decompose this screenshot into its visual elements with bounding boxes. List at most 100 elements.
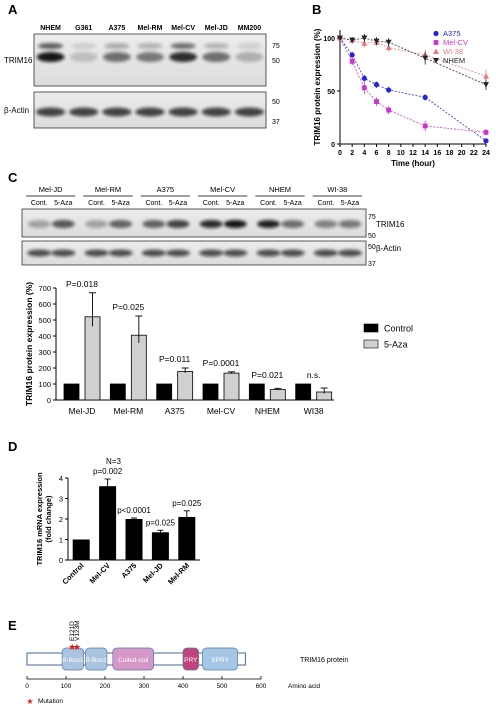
lane-label: MM200 xyxy=(238,25,261,32)
panel-c-blot-labels: Mel-JD Cont. 5-Aza Mel-RM Cont. 5-Aza A375 Cont… xyxy=(26,185,362,207)
blot-c-marker-50: 50 xyxy=(368,233,376,240)
bar-control xyxy=(248,383,265,401)
panel-d-note: N=3 xyxy=(106,457,121,466)
y-tick-label: 1 xyxy=(59,536,63,545)
panel-a-bands xyxy=(35,43,265,117)
blot-band xyxy=(136,52,164,62)
bar-5aza xyxy=(177,371,194,401)
series-line-a375 xyxy=(339,37,487,142)
x-tick-label: 4 xyxy=(362,150,366,157)
data-point xyxy=(483,138,489,144)
legend-label: Mel-CV xyxy=(443,38,468,47)
blot-band xyxy=(166,220,190,228)
blot-band xyxy=(236,43,263,49)
x-tick-label: 16 xyxy=(433,150,441,157)
data-point xyxy=(422,123,428,129)
bar-mrna xyxy=(72,539,90,560)
y-tick-label: 0 xyxy=(331,142,335,149)
data-point xyxy=(349,58,355,64)
y-tick-label: 2 xyxy=(59,515,63,524)
lane-label: Cont. xyxy=(203,200,220,207)
y-tick-label: 300 xyxy=(38,348,51,357)
mutation-legend-label: Mutation xyxy=(38,698,63,705)
lane-label: Mel-RM xyxy=(138,25,163,32)
lane-label: 5-Aza xyxy=(111,200,129,207)
mutation-label: E121D xyxy=(69,621,76,641)
blot-a-marker-75: 75 xyxy=(272,43,280,50)
data-point xyxy=(433,30,439,37)
p-value-label: P=0.0001 xyxy=(203,358,240,368)
aa-tick-label: 0 xyxy=(25,683,29,690)
data-point xyxy=(361,40,368,46)
group-label: Mel-RM xyxy=(95,185,121,194)
y-tick-label: 100 xyxy=(323,36,335,43)
blot-band xyxy=(199,249,224,257)
ylabel-line: (fold change) xyxy=(44,495,53,543)
x-tick-label: Mel-RM xyxy=(113,406,143,416)
blot-band xyxy=(141,249,166,257)
bar-control xyxy=(109,383,126,401)
domain-b-box1 xyxy=(61,647,84,671)
y-tick-label: 0 xyxy=(59,556,63,565)
x-tick-label: Mel-JD xyxy=(141,561,165,585)
x-tick-label: NHEM xyxy=(255,406,280,416)
y-tick-label: 0 xyxy=(47,396,51,405)
blot-c-actin xyxy=(21,240,367,266)
aa-tick-label: 600 xyxy=(256,683,267,690)
p-value-label: n.s. xyxy=(307,370,321,380)
blot-band xyxy=(142,220,166,228)
panel-a: A NHEM G361 A375 Mel-RM Mel-CV Mel-JD MM200 TR… xyxy=(4,2,280,129)
chart-c: 0 100 200 300 400 500 600 700 P=0.018 Mel-JD P=0.0… xyxy=(38,279,334,416)
data-point xyxy=(373,38,380,45)
domain-b-box2 xyxy=(85,647,108,671)
domain-label: B-Box1 xyxy=(62,657,84,664)
panel-a-letter: A xyxy=(8,2,18,17)
blot-band xyxy=(84,249,109,257)
blot-band xyxy=(201,107,231,117)
p-value-label: p=0.025 xyxy=(146,518,176,527)
domain-label: SPRY xyxy=(211,657,229,664)
data-point xyxy=(386,87,392,93)
data-point xyxy=(385,44,392,51)
bar-control xyxy=(202,383,219,401)
lane-label: Cont. xyxy=(88,200,105,207)
lane-label: 5-Aza xyxy=(226,200,244,207)
x-tick-label: 14 xyxy=(421,150,429,157)
blot-c-actin-label: β-Actin xyxy=(376,244,401,253)
protein-domain-diagram: B-Box1 B-Box2 Coiled-coil PRY SPRY★E121D★V12… xyxy=(25,620,348,706)
y-tick-label: 600 xyxy=(38,300,51,309)
panel-d: D N=3 0 1 2 3 4 Control p=0.002 Mel-CV p<0.0001 A… xyxy=(8,439,202,586)
data-point xyxy=(433,48,439,54)
blot-c-trim16-label: TRIM16 xyxy=(376,220,405,229)
blot-band xyxy=(168,107,198,117)
blot-a-marker-37: 37 xyxy=(272,119,280,126)
domain-label: PRY xyxy=(184,657,198,664)
blot-band xyxy=(36,52,65,62)
lane-label: Mel-CV xyxy=(171,25,195,32)
x-tick-label: 8 xyxy=(387,150,391,157)
x-tick-label: 12 xyxy=(409,150,417,157)
blot-band xyxy=(223,220,247,228)
y-tick-label: 4 xyxy=(59,474,63,483)
x-tick-label: 6 xyxy=(375,150,379,157)
blot-band xyxy=(281,220,305,228)
legend-label: WI-38 xyxy=(443,47,463,56)
chart-b-ylabel: TRIM16 protein expression (%) xyxy=(313,28,322,145)
chart-c-legend: Control 5-Aza xyxy=(363,324,413,350)
blot-band xyxy=(51,220,75,228)
x-tick-label: Mel-CV xyxy=(88,561,112,585)
lane-label: NHEM xyxy=(40,25,61,32)
x-tick-label: 20 xyxy=(458,150,466,157)
x-tick-label: 18 xyxy=(446,150,454,157)
x-tick-label: WI38 xyxy=(304,406,324,416)
chart-d: 0 1 2 3 4 Control p=0.002 Mel-CV p<0.0001 A375 p=0… xyxy=(59,467,202,586)
p-value-label: P=0.011 xyxy=(159,354,191,364)
blot-band xyxy=(169,52,198,62)
bar-mrna xyxy=(151,532,169,560)
data-point xyxy=(433,58,439,64)
y-tick-label: 50 xyxy=(327,89,335,96)
data-point xyxy=(483,73,489,79)
panel-e-letter: E xyxy=(8,618,17,633)
data-point xyxy=(385,39,392,46)
